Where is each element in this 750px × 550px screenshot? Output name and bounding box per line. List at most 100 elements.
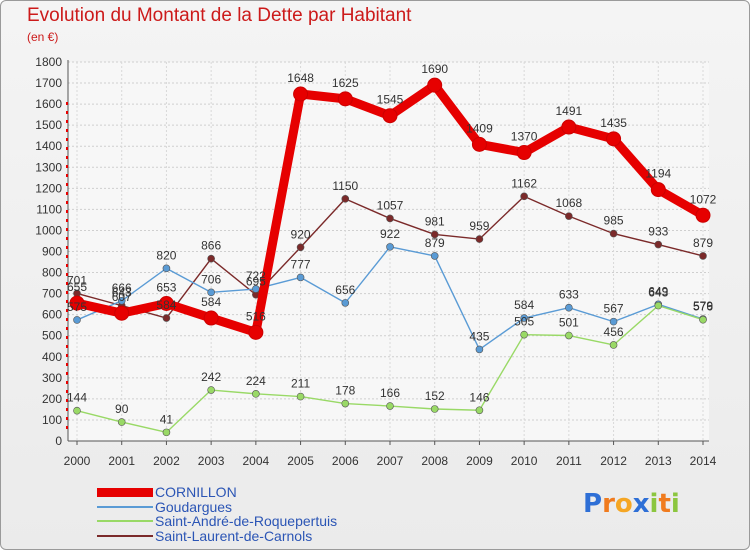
data-label: 1057 — [377, 198, 404, 212]
logo-letter: x — [632, 489, 650, 519]
data-point — [609, 341, 618, 349]
data-label: 879 — [425, 236, 445, 250]
proxiti-logo: Proxiti — [583, 489, 680, 519]
data-point — [207, 254, 215, 263]
data-point — [341, 195, 350, 203]
x-tick-label: 2014 — [690, 454, 717, 468]
data-point — [430, 405, 439, 413]
data-label: 456 — [604, 325, 624, 339]
data-label: 1545 — [377, 93, 404, 107]
x-tick-label: 2001 — [108, 454, 135, 468]
data-label: 211 — [291, 377, 310, 391]
data-point — [565, 331, 573, 340]
data-label: 146 — [469, 390, 489, 404]
legend-swatch — [97, 505, 153, 508]
data-label: 1435 — [600, 116, 627, 130]
data-point — [471, 136, 487, 152]
logo-letter: i — [670, 489, 680, 519]
data-label: 1162 — [511, 176, 537, 190]
data-point — [162, 264, 171, 273]
data-point — [475, 345, 484, 354]
data-label: 505 — [514, 315, 534, 329]
data-label: 777 — [291, 257, 311, 271]
data-point — [430, 252, 439, 260]
data-point — [296, 273, 305, 282]
data-label: 516 — [246, 309, 266, 323]
data-point — [650, 182, 666, 198]
data-label: 706 — [201, 272, 221, 286]
y-tick-label: 200 — [42, 392, 62, 406]
legend-swatch — [97, 487, 153, 497]
data-point — [427, 77, 443, 93]
data-point — [207, 386, 215, 394]
data-point — [654, 240, 663, 249]
data-label: 722 — [246, 269, 266, 283]
y-tick-label: 1400 — [35, 139, 62, 153]
data-label: 584 — [514, 298, 534, 312]
data-point — [430, 230, 439, 239]
data-label: 959 — [469, 219, 489, 233]
data-label: 435 — [469, 329, 489, 343]
legend-label: CORNILLON — [155, 484, 237, 501]
data-label: 576 — [693, 300, 713, 314]
data-label: 1370 — [511, 130, 538, 144]
unit-label: (en €) — [27, 30, 59, 44]
y-tick-label: 100 — [42, 413, 62, 427]
y-tick-label: 1000 — [35, 223, 62, 237]
data-label: 643 — [112, 286, 132, 300]
data-label: 584 — [156, 298, 176, 312]
data-label: 1409 — [466, 121, 493, 135]
data-point — [248, 324, 264, 340]
x-tick-label: 2011 — [556, 454, 582, 468]
data-label: 152 — [425, 389, 445, 403]
data-label: 1690 — [421, 62, 448, 76]
data-point — [520, 192, 528, 201]
y-tick-label: 500 — [42, 329, 62, 343]
data-label: 633 — [559, 288, 579, 302]
logo-letter: t — [658, 489, 671, 519]
x-tick-label: 2009 — [466, 454, 493, 468]
data-label: 579 — [693, 299, 713, 313]
data-point — [386, 214, 394, 223]
y-tick-label: 0 — [55, 434, 62, 448]
legend-item: CORNILLON — [97, 484, 337, 501]
y-tick-label: 400 — [42, 350, 62, 364]
data-point — [565, 303, 573, 312]
data-label: 41 — [160, 412, 174, 426]
legend-label: Saint-Laurent-de-Carnols — [155, 527, 313, 544]
data-label: 649 — [648, 284, 668, 298]
legend-label: Goudargues — [155, 498, 233, 515]
data-label: 981 — [425, 214, 445, 228]
data-label: 985 — [604, 214, 624, 228]
data-point — [162, 314, 171, 322]
data-label: 922 — [380, 227, 400, 241]
data-point — [296, 392, 305, 401]
data-label: 701 — [67, 273, 87, 287]
logo-letter: r — [602, 489, 615, 519]
data-point — [699, 315, 707, 324]
y-tick-label: 600 — [42, 308, 62, 322]
data-point — [386, 402, 394, 410]
data-label: 1194 — [645, 167, 671, 181]
data-point — [695, 207, 711, 223]
data-label: 1150 — [332, 179, 358, 193]
data-point — [203, 310, 219, 326]
data-label: 879 — [693, 236, 713, 250]
data-point — [609, 317, 618, 326]
data-point — [73, 316, 81, 324]
data-label: 920 — [291, 227, 311, 241]
data-label: 655 — [67, 280, 87, 294]
x-tick-label: 2004 — [243, 454, 270, 468]
data-label: 584 — [201, 295, 221, 309]
y-tick-label: 800 — [42, 266, 62, 280]
y-tick-label: 1600 — [35, 97, 62, 111]
data-point — [296, 243, 305, 252]
data-label: 1625 — [332, 76, 359, 90]
legend-label: Saint-André-de-Roquepertuis — [155, 513, 338, 530]
data-label: 607 — [112, 290, 132, 304]
data-label: 575 — [67, 300, 87, 314]
data-point — [609, 229, 618, 238]
data-point — [341, 299, 350, 307]
x-tick-label: 2010 — [511, 454, 538, 468]
